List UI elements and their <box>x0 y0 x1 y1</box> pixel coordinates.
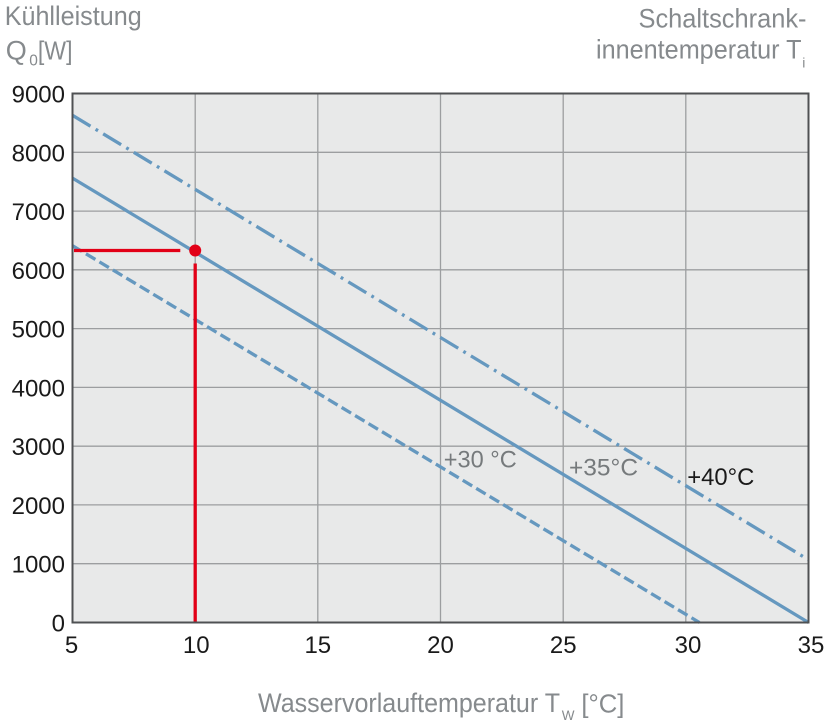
svg-text:Schaltschrank-: Schaltschrank- <box>639 3 807 33</box>
svg-text:5: 5 <box>65 632 78 659</box>
svg-text:i: i <box>802 55 805 71</box>
svg-text:Kühlleistung: Kühlleistung <box>5 1 142 31</box>
svg-text:Wasservorlauftemperatur T: Wasservorlauftemperatur T <box>258 688 560 718</box>
svg-text:Q: Q <box>6 36 27 66</box>
svg-text:20: 20 <box>427 632 454 659</box>
svg-text:5000: 5000 <box>12 317 65 344</box>
svg-text:+40°C: +40°C <box>687 464 754 491</box>
svg-text:[°C]: [°C] <box>581 688 624 718</box>
svg-text:+30 °C: +30 °C <box>444 447 517 474</box>
svg-text:2000: 2000 <box>12 493 65 520</box>
svg-text:4000: 4000 <box>12 375 65 402</box>
svg-text:0: 0 <box>29 53 38 70</box>
svg-text:25: 25 <box>550 632 577 659</box>
svg-text:7000: 7000 <box>12 199 65 226</box>
svg-text:35: 35 <box>798 632 825 659</box>
svg-text:15: 15 <box>304 632 331 659</box>
svg-text:W: W <box>562 708 575 723</box>
svg-text:30: 30 <box>675 632 702 659</box>
svg-text:8000: 8000 <box>12 140 65 167</box>
svg-text:3000: 3000 <box>12 434 65 461</box>
svg-text:1000: 1000 <box>12 552 65 579</box>
svg-text:0: 0 <box>52 610 65 637</box>
svg-text:+35°C: +35°C <box>569 455 638 482</box>
svg-text:[W]: [W] <box>38 36 73 66</box>
svg-text:6000: 6000 <box>12 258 65 285</box>
svg-text:10: 10 <box>183 632 210 659</box>
svg-text:innentemperatur T: innentemperatur T <box>596 35 802 65</box>
svg-text:9000: 9000 <box>12 82 65 109</box>
